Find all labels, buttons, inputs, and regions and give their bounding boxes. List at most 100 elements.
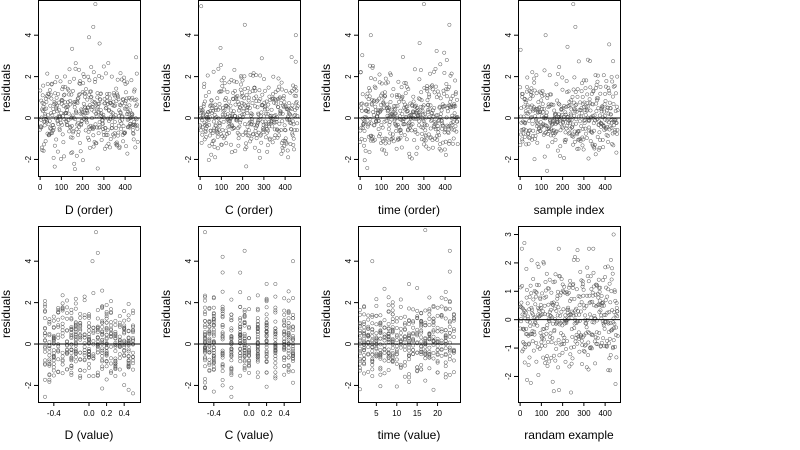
data-point [257,155,262,160]
data-point [445,123,450,128]
data-point [253,88,258,93]
data-point [453,90,458,95]
data-point [97,41,102,46]
data-point [380,91,385,96]
data-point [100,121,105,126]
data-point [270,116,275,121]
data-point [426,146,431,151]
data-point [231,109,236,114]
data-point [234,80,239,85]
data-point [96,131,101,136]
data-point [283,136,288,141]
data-point [105,128,110,133]
data-point [212,138,216,143]
panel-6-ylabel: residuals [159,290,173,338]
data-point [219,89,224,94]
data-point [423,128,428,133]
data-point [444,115,449,120]
data-point [448,73,453,78]
data-point [265,143,270,148]
data-point [443,139,448,144]
data-point [134,71,139,76]
data-point [89,89,93,94]
data-point [374,99,379,104]
data-point [211,69,216,74]
data-point [50,113,55,118]
data-point [91,133,96,138]
data-point [433,127,438,132]
data-point [272,127,277,132]
data-point [227,80,232,85]
data-point [257,88,262,93]
data-point [89,65,94,70]
data-point [246,98,251,103]
data-point [209,111,214,115]
data-point [135,139,140,144]
data-point [372,123,376,128]
data-point [365,166,370,170]
data-point [370,134,375,139]
data-point [125,151,130,156]
data-point [74,111,79,115]
data-point [219,132,223,137]
data-point [218,63,223,68]
data-point [125,80,130,85]
data-point [382,119,387,124]
data-point [256,112,261,117]
data-point [78,81,83,86]
data-point [438,96,443,101]
data-point [75,120,80,125]
data-point [365,107,370,111]
data-point [70,150,75,155]
panel-1-points [38,2,140,172]
panel-3-ylabel: residuals [319,64,333,112]
data-point [427,92,431,97]
data-point [437,133,441,138]
data-point [76,93,81,97]
data-point [279,151,284,156]
data-point [58,79,63,84]
data-point [388,72,393,77]
data-point [446,130,451,135]
data-point [73,66,78,71]
data-point [52,164,57,169]
y-tick-label: -1 [504,344,513,352]
data-point [265,111,270,116]
data-point [426,132,431,137]
data-point [367,94,372,99]
data-point [281,96,286,101]
data-point [404,81,408,86]
data-point [200,132,205,137]
data-point [123,99,128,104]
data-point [106,141,111,146]
data-point [387,122,392,127]
data-point [362,138,367,142]
data-point [119,121,124,126]
data-point [224,141,229,146]
data-point [91,70,96,75]
data-point [418,104,423,109]
data-point [274,119,279,124]
panel-8-ylabel: residuals [479,290,493,338]
data-point [129,78,134,83]
data-point [408,116,413,121]
data-point [292,147,296,152]
data-point [425,110,430,115]
data-point [438,62,443,67]
data-point [248,72,253,77]
data-point [414,116,419,121]
data-point [94,141,99,146]
data-point [255,122,260,127]
data-point [390,132,395,137]
data-point [103,126,108,131]
data-point [47,92,51,96]
data-point [131,131,136,136]
data-point [377,134,381,139]
data-point [364,115,369,120]
data-point [434,49,439,53]
data-point [219,78,224,83]
data-point [292,128,297,133]
panel-3: residuals time (order) -2 0 2 4 0 100 200 300 40… [319,0,461,217]
data-point [99,75,104,80]
y-tick-label: -2 [24,381,33,389]
